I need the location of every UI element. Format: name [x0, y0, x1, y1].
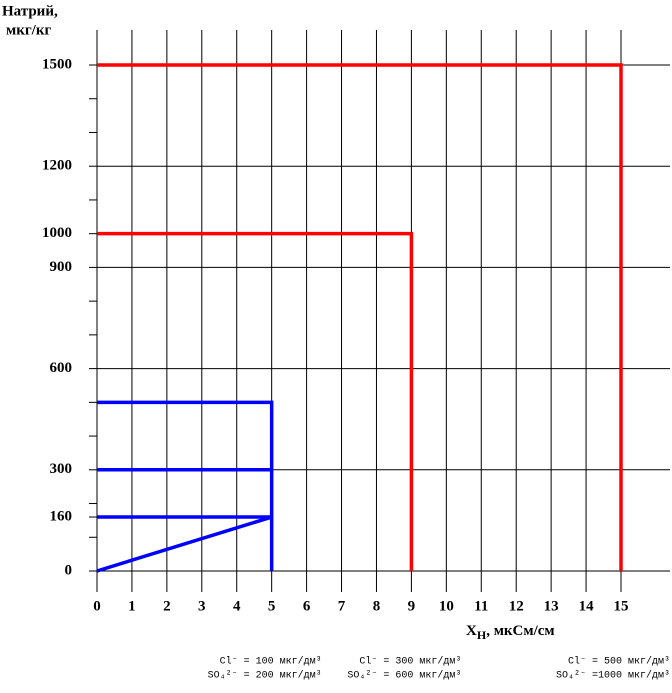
line-series — [97, 63, 623, 571]
y-tick-label: 0 — [65, 562, 73, 578]
x-tick-label: 14 — [579, 598, 595, 614]
y-tick-label: 1200 — [42, 158, 72, 174]
x-tick-label: 13 — [544, 598, 559, 614]
x-tick-label: 7 — [338, 598, 346, 614]
x-axis-label: XH, мкСм/см — [466, 623, 555, 641]
annotation: Cl⁻ = 300 мкг/дм³ — [359, 656, 461, 668]
x-tick-label: 9 — [408, 598, 416, 614]
line-series — [97, 231, 414, 571]
y-tick-label: 900 — [50, 259, 73, 275]
line-series — [96, 515, 273, 573]
x-label-unit: , мкСм/см — [486, 623, 554, 639]
y-axis-label: мкг/кг — [6, 22, 51, 38]
x-tick-label: 12 — [509, 598, 524, 614]
y-tick-label: 300 — [50, 461, 73, 477]
x-tick-label: 0 — [93, 598, 101, 614]
annotation: Cl⁻ = 500 мкг/дм³ — [568, 656, 670, 668]
annotation: SO₄²⁻ =1000 мкг/дм³ — [556, 670, 670, 682]
y-tick-label: 1000 — [42, 225, 72, 241]
x-tick-label: 11 — [474, 598, 488, 614]
annotation: SO₄²⁻ = 200 мкг/дм³ — [208, 670, 322, 682]
x-tick-label: 10 — [439, 598, 454, 614]
y-axis-label: Натрий, — [2, 3, 58, 19]
annotation: Cl⁻ = 100 мкг/дм³ — [220, 656, 322, 668]
x-tick-label: 3 — [198, 598, 206, 614]
x-label-subscript: H — [477, 628, 487, 642]
y-tick-label: 600 — [50, 360, 73, 376]
x-label-symbol: X — [466, 623, 477, 639]
x-tick-label: 6 — [303, 598, 311, 614]
x-tick-label: 1 — [128, 598, 136, 614]
y-tick-label: 1500 — [42, 56, 72, 72]
line-series — [97, 400, 274, 571]
y-tick-label: 160 — [50, 508, 73, 524]
x-tick-label: 15 — [614, 598, 629, 614]
annotation: SO₄²⁻ = 600 мкг/дм³ — [347, 670, 461, 682]
x-tick-label: 8 — [373, 598, 381, 614]
x-tick-label: 2 — [163, 598, 171, 614]
x-tick-label: 4 — [233, 598, 241, 614]
x-tick-label: 5 — [268, 598, 276, 614]
